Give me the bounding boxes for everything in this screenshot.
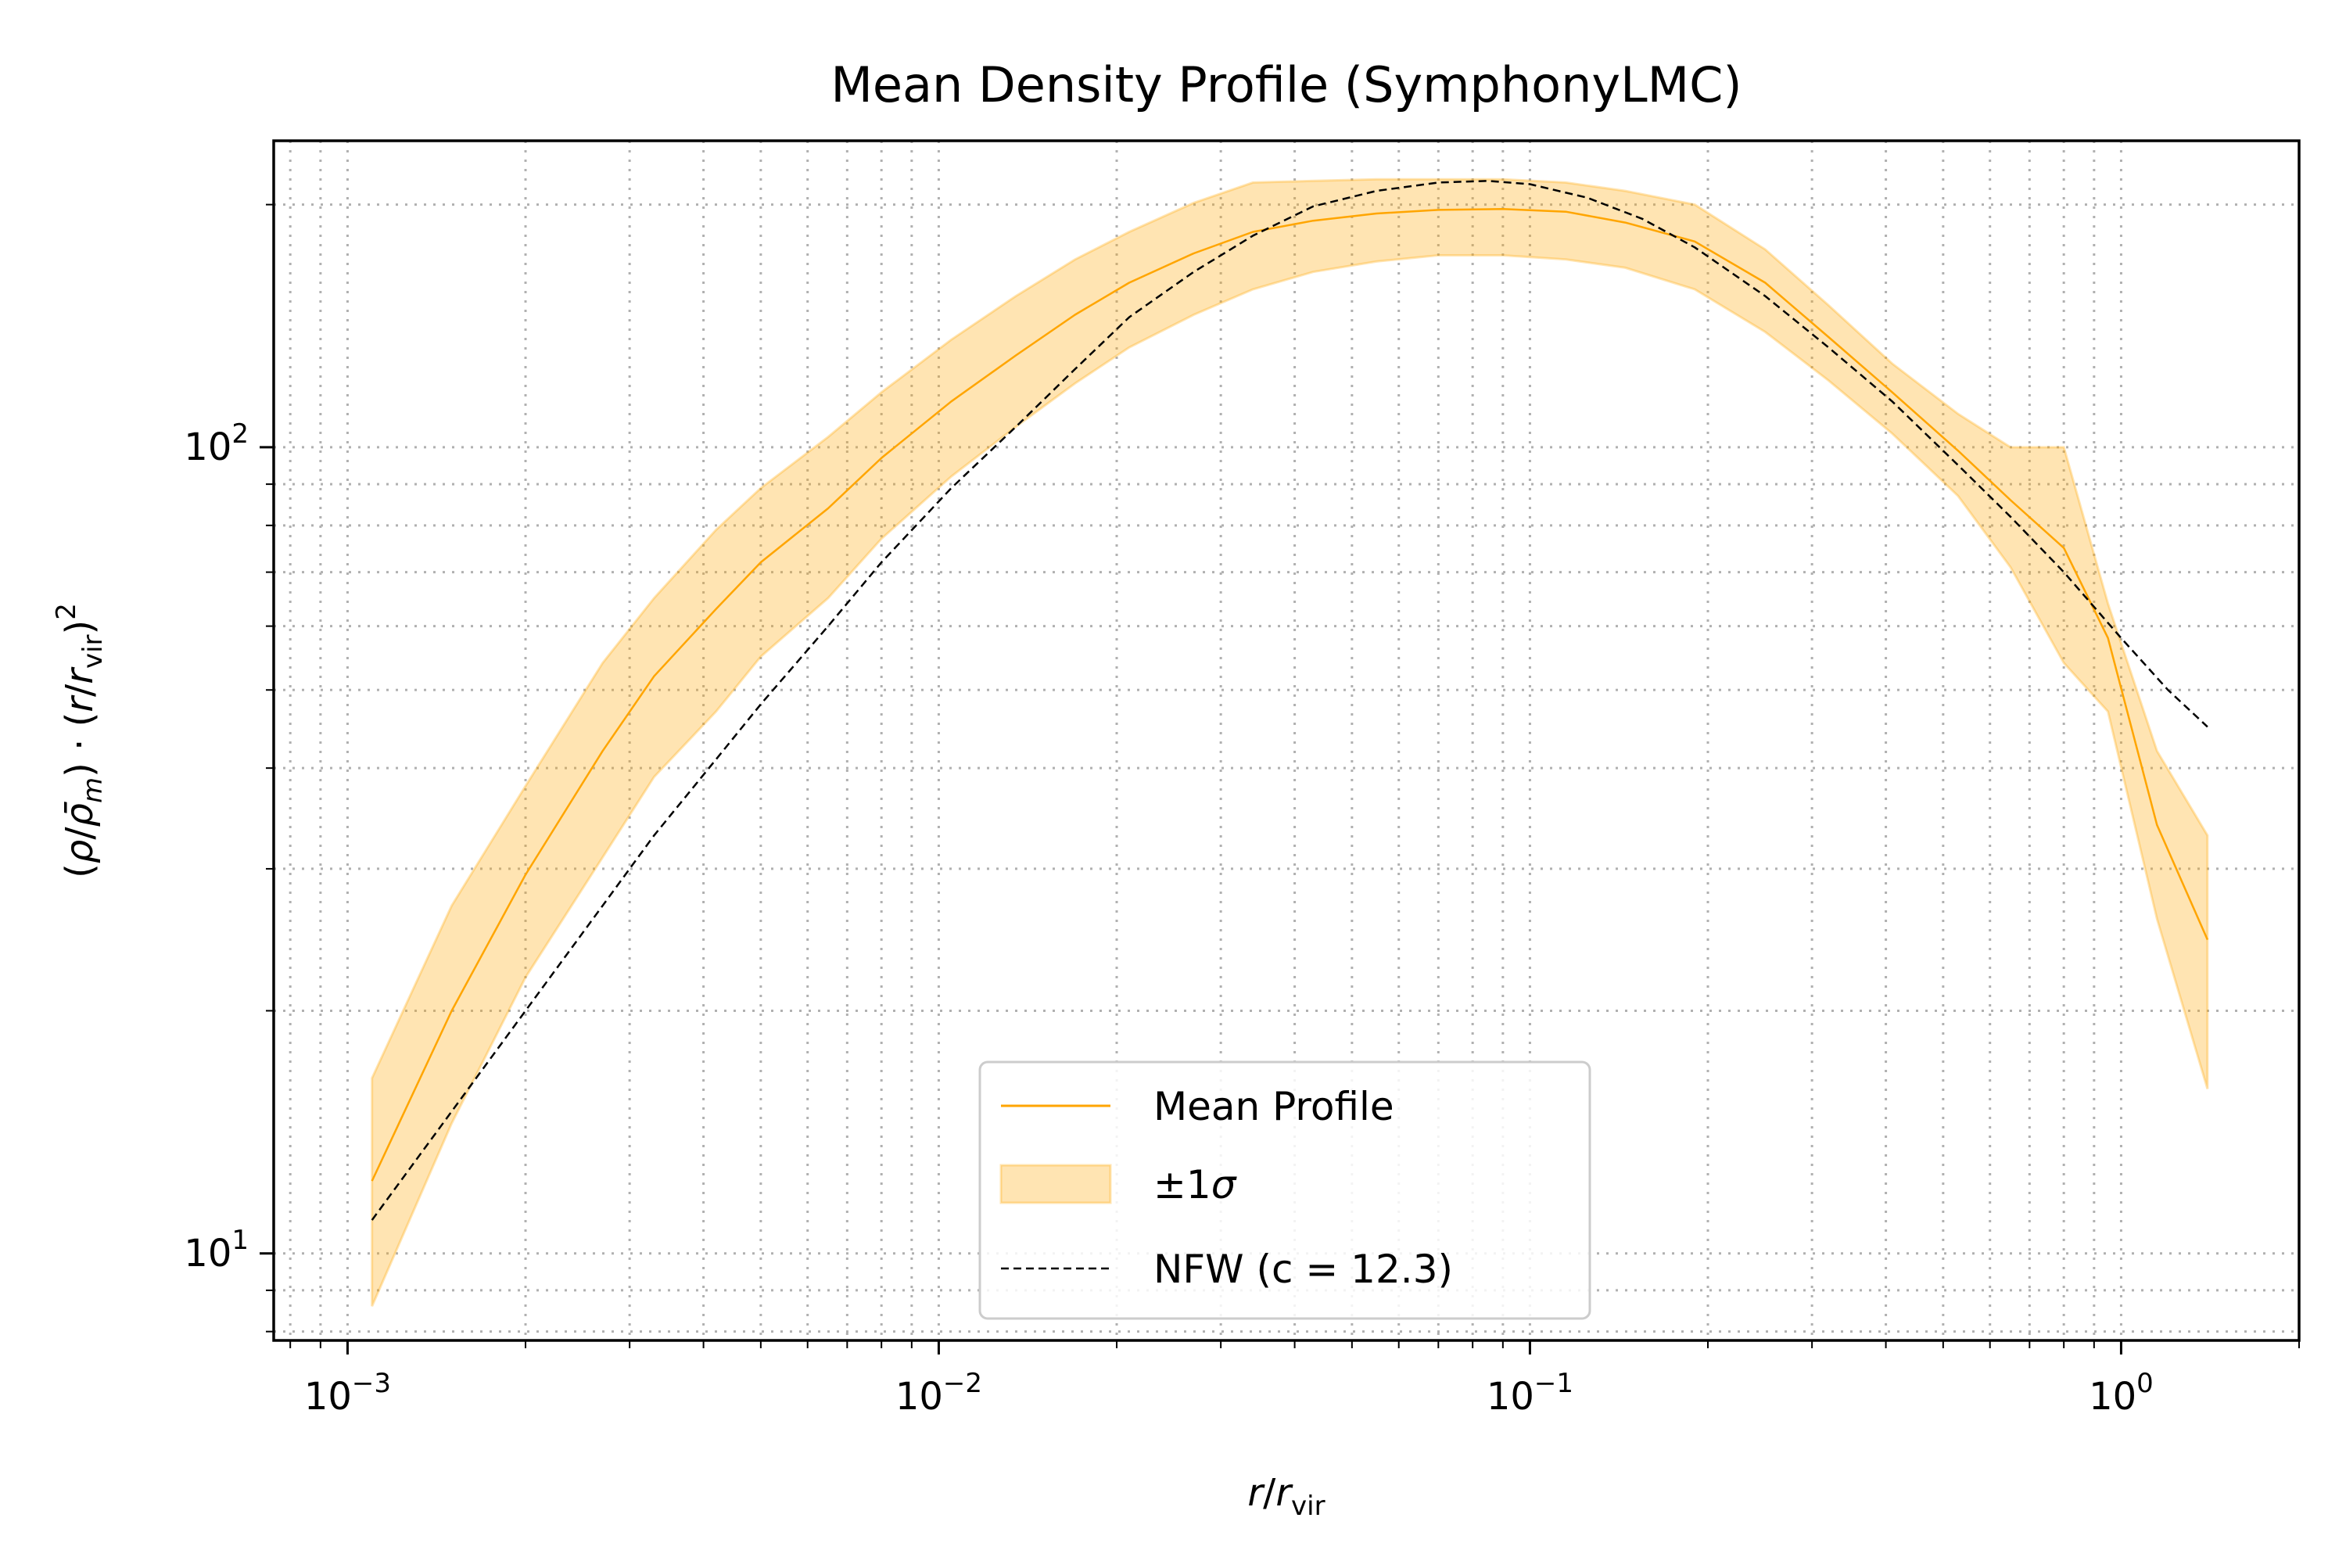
plot-area: [371, 178, 2209, 1307]
legend-swatch-band: [999, 1164, 1112, 1204]
x-tick-label: 100: [2089, 1368, 2154, 1419]
plot-frame: [272, 139, 2301, 1342]
chart-title: Mean Density Profile (SymphonyLMC): [830, 56, 1742, 113]
y-tick-label: 101: [184, 1225, 249, 1276]
x-tick-label: 10−1: [1487, 1368, 1573, 1419]
y-tick-label: 102: [184, 418, 249, 469]
legend-label-band: ±1σ: [1153, 1162, 1237, 1207]
legend-label-nfw: NFW (c = 12.3): [1153, 1247, 1453, 1292]
x-tick-label: 10−3: [304, 1368, 391, 1419]
x-axis-label: r/rvir: [1247, 1471, 1325, 1522]
nfw-profile-line: [371, 180, 2208, 1221]
legend: Mean Profile ±1σ NFW (c = 12.3): [978, 1060, 1591, 1320]
mean-profile-line: [371, 208, 2209, 1182]
axis-ticks: 10−3 10−2 10−1 100 101 102: [184, 203, 2300, 1419]
legend-label-mean: Mean Profile: [1153, 1084, 1394, 1129]
y-axis-label: (ρ/ρ̄m) · (r/rvir)2: [51, 603, 109, 878]
legend-frame: [978, 1060, 1591, 1320]
sigma-band: [371, 178, 2209, 1307]
x-tick-label: 10−2: [895, 1368, 982, 1419]
